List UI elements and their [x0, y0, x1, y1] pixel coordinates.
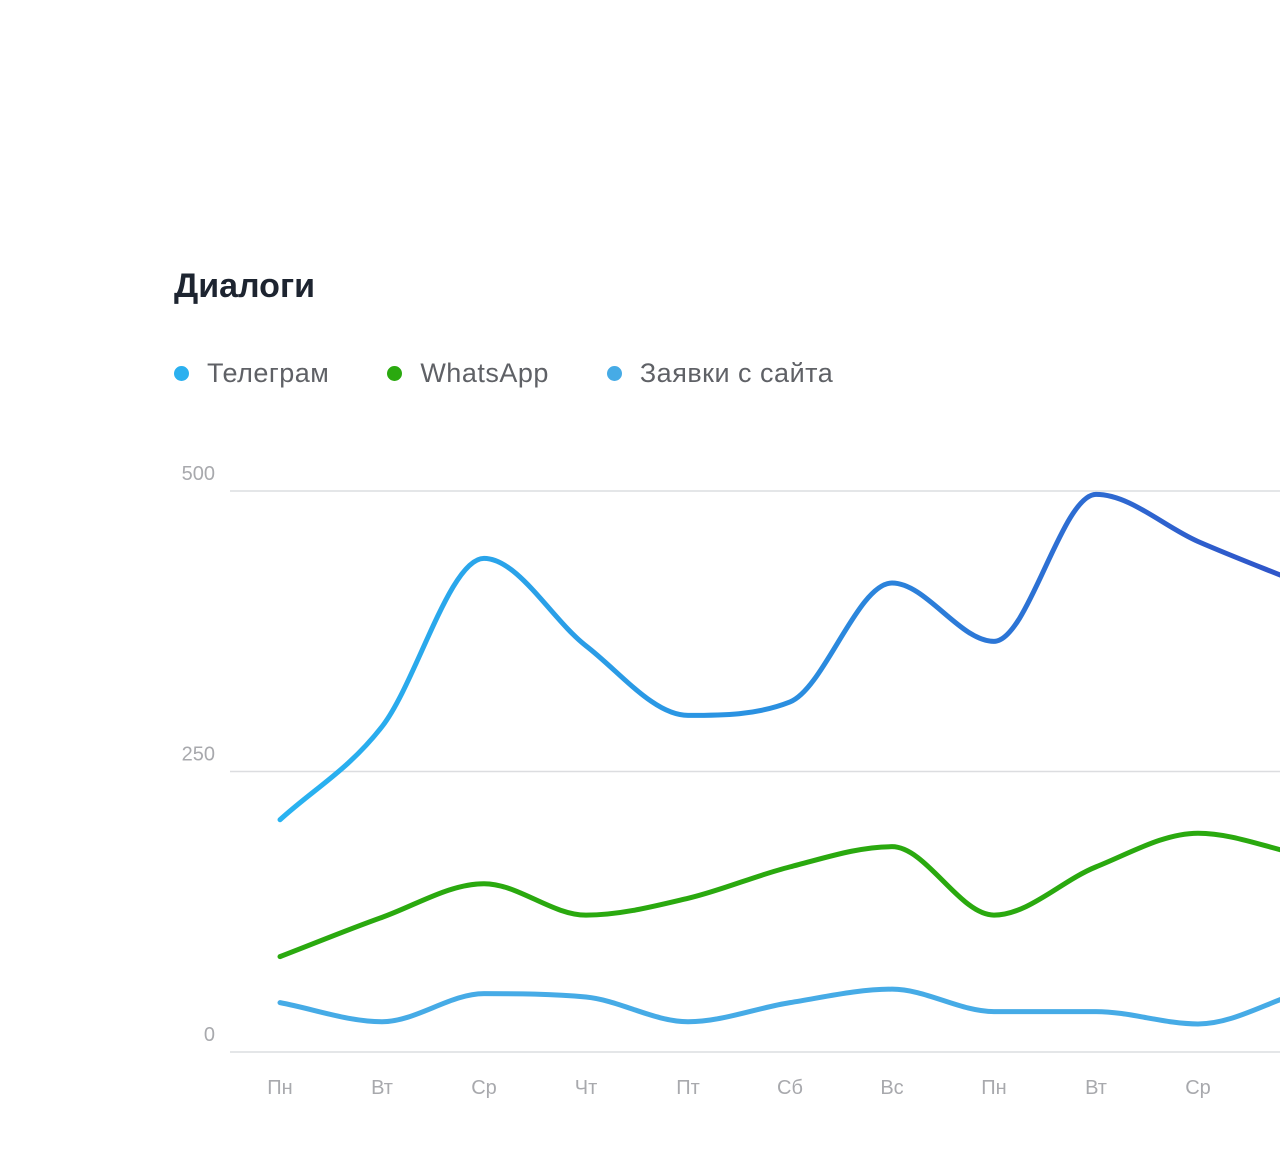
legend-label-whatsapp: WhatsApp	[420, 357, 549, 388]
legend-label-telegram: Телеграм	[207, 357, 330, 388]
series-line-telegram	[277, 491, 1280, 823]
y-axis: 0 250 500	[182, 463, 215, 1046]
x-tick-label: Пн	[267, 1077, 292, 1099]
series-layer	[277, 491, 1280, 1027]
y-tick-label: 250	[182, 744, 215, 766]
x-tick-label: Пн	[981, 1077, 1006, 1099]
y-tick-label: 0	[204, 1024, 215, 1046]
chart-title: Диалоги	[174, 267, 316, 305]
x-axis: Пн Вт Ср Чт Пт Сб Вс Пн Вт Ср	[267, 1077, 1211, 1099]
chart-legend: Телеграм WhatsApp Заявки с сайта	[174, 356, 891, 390]
legend-item-telegram[interactable]: Телеграм	[174, 358, 329, 389]
x-tick-label: Пт	[676, 1077, 700, 1099]
x-tick-label: Сб	[777, 1077, 803, 1099]
series-line-site-requests	[277, 986, 1280, 1027]
legend-label-site-requests: Заявки с сайта	[639, 357, 834, 388]
legend-item-whatsapp[interactable]: WhatsApp	[387, 358, 549, 389]
legend-dot-site-requests	[606, 365, 622, 381]
y-tick-label: 500	[182, 463, 215, 485]
legend-dot-telegram	[174, 365, 189, 381]
legend-item-site-requests[interactable]: Заявки с сайта	[606, 357, 834, 389]
legend-dot-whatsapp	[387, 365, 403, 381]
grid-layer	[230, 490, 1280, 1053]
x-tick-label: Вт	[371, 1077, 393, 1099]
x-tick-label: Чт	[575, 1077, 598, 1099]
x-tick-label: Вс	[880, 1077, 903, 1099]
x-tick-label: Ср	[1185, 1077, 1211, 1099]
x-tick-label: Ср	[471, 1077, 497, 1099]
x-tick-label: Вт	[1085, 1077, 1107, 1099]
series-line-whatsapp	[277, 830, 1280, 960]
